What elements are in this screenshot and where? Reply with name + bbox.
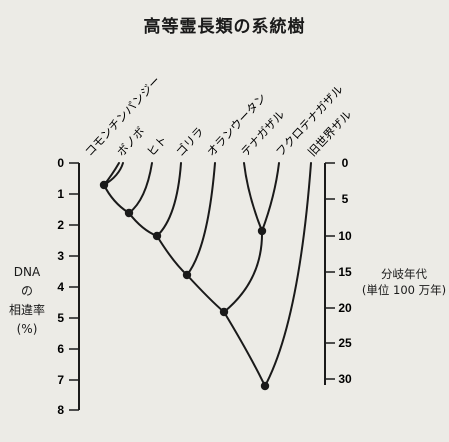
branch-gorilla	[156, 162, 182, 237]
left-axis-title-line: 相違率	[8, 303, 45, 317]
right-tick-label: 25	[338, 336, 352, 350]
left-tick-label: 6	[57, 342, 64, 356]
left-tick-label: 2	[57, 218, 64, 232]
right-tick-label: 15	[338, 265, 352, 279]
left-axis-title-line: の	[20, 284, 33, 298]
left-tick-label: 7	[57, 373, 64, 387]
taxon-labels: コモンチンパンジー ボノボ ヒト ゴリラ オランウータン テナガザル フクロテナ…	[82, 73, 354, 159]
left-tick-labels: 0 1 2 3 4 5 6 7 8	[57, 156, 64, 417]
branch-human	[128, 162, 153, 214]
left-axis-title: DNA の 相違率 (%)	[4, 263, 50, 339]
right-tick-label: 10	[338, 229, 352, 243]
tree-branches	[103, 162, 312, 387]
left-tick-label: 1	[57, 187, 64, 201]
figure-title: 高等霊長類の系統樹	[143, 17, 306, 37]
left-tick-label: 5	[57, 311, 64, 325]
taxon-label-gorilla: ゴリラ	[173, 124, 207, 159]
node-human	[124, 208, 134, 218]
right-tick-label: 5	[342, 192, 349, 206]
branch-gorilla-stem	[156, 235, 188, 276]
axes	[69, 162, 335, 411]
tree-nodes	[99, 180, 270, 391]
node-gorilla	[152, 231, 162, 241]
taxon-label-orangutan: オランウータン	[204, 91, 269, 159]
node-gibbons	[257, 226, 267, 236]
branch-great-apes-stem	[223, 311, 266, 387]
right-axis-title-line: 分岐年代	[381, 267, 427, 281]
left-axis-title-line: (%)	[16, 322, 38, 336]
taxon-label-human: ヒト	[144, 133, 170, 159]
node-chimp-bonobo	[99, 180, 109, 190]
branch-human-stem	[128, 212, 158, 237]
branch-gibbons-stem	[223, 230, 264, 313]
branch-orangutan	[186, 162, 216, 276]
node-lesser-apes	[219, 307, 229, 317]
left-tick-label: 8	[57, 403, 64, 417]
branch-siamang	[261, 162, 280, 232]
branch-chimp-bonobo-stem	[103, 184, 130, 214]
left-axis-title-line: DNA	[13, 265, 41, 279]
node-old-world-monkeys	[260, 381, 270, 391]
right-axis-title: 分岐年代 (単位 100 万年)	[358, 266, 449, 298]
left-tick-label: 0	[57, 156, 64, 170]
right-tick-label: 20	[338, 301, 352, 315]
branch-lar-gibbon	[243, 162, 263, 232]
branch-old-world-monkeys	[264, 162, 312, 387]
branch-orangutan-stem	[186, 274, 225, 313]
left-tick-label: 4	[57, 280, 64, 294]
right-tick-label: 30	[338, 372, 352, 386]
right-axis-title-line: (単位 100 万年)	[361, 283, 447, 297]
right-tick-labels: 0 5 10 15 20 25 30	[338, 156, 352, 386]
left-tick-label: 3	[57, 249, 64, 263]
right-tick-label: 0	[342, 156, 349, 170]
node-orangutan	[182, 270, 192, 280]
